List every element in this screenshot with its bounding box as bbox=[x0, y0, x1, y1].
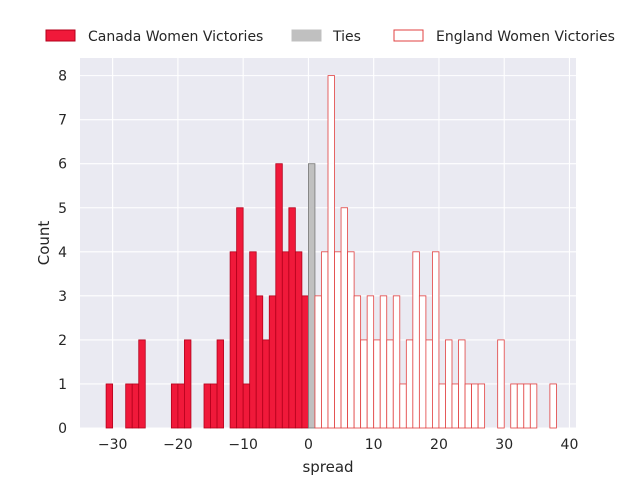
x-tick-label: −10 bbox=[228, 437, 258, 453]
england-bar bbox=[386, 339, 394, 429]
england-bar bbox=[353, 295, 362, 429]
x-tick-label: −30 bbox=[98, 437, 128, 453]
canada-bar bbox=[184, 339, 192, 429]
england-bar bbox=[445, 339, 453, 429]
y-tick-label: 7 bbox=[58, 113, 67, 129]
x-axis-label: spread bbox=[302, 458, 353, 476]
canada-bar bbox=[301, 295, 309, 429]
england-bar bbox=[549, 383, 557, 429]
canada-bar bbox=[105, 383, 114, 429]
england-bar bbox=[477, 383, 486, 429]
legend-swatch-ties bbox=[291, 29, 322, 42]
england-bar bbox=[529, 383, 538, 429]
canada-bar bbox=[262, 339, 270, 429]
canada-bar bbox=[170, 383, 179, 429]
canada-bar bbox=[268, 295, 277, 429]
y-tick-label: 4 bbox=[58, 245, 67, 261]
england-bar bbox=[458, 339, 466, 429]
england-bar bbox=[438, 383, 446, 429]
canada-bar bbox=[255, 295, 264, 429]
england-bar bbox=[497, 339, 505, 429]
x-tick-label: 40 bbox=[561, 437, 579, 453]
england-bar bbox=[327, 75, 335, 429]
england-bar bbox=[334, 251, 342, 429]
legend-label-ties: Ties bbox=[332, 29, 361, 45]
england-bar bbox=[471, 383, 479, 429]
england-bar bbox=[510, 383, 518, 429]
england-bar bbox=[418, 295, 427, 429]
england-bar bbox=[432, 251, 440, 429]
x-tick-label: 30 bbox=[495, 437, 513, 453]
x-tick-label: 10 bbox=[365, 437, 383, 453]
england-bar bbox=[360, 339, 368, 429]
england-bar bbox=[425, 339, 433, 429]
england-bar bbox=[366, 295, 375, 429]
england-bar bbox=[340, 207, 348, 429]
england-bar bbox=[451, 383, 459, 429]
england-bar bbox=[399, 383, 407, 429]
canada-bar bbox=[210, 383, 218, 429]
england-bar bbox=[523, 383, 531, 429]
legend: Canada Women Victories Ties England Wome… bbox=[45, 29, 615, 45]
england-bar bbox=[392, 295, 401, 429]
england-bar bbox=[347, 251, 355, 429]
canada-bar bbox=[125, 383, 133, 429]
legend-label-england: England Women Victories bbox=[436, 29, 615, 45]
canada-bar bbox=[294, 251, 303, 429]
y-tick-label: 6 bbox=[58, 157, 67, 173]
y-tick-label: 0 bbox=[58, 421, 67, 437]
canada-bar bbox=[249, 251, 257, 429]
histogram-bars bbox=[105, 75, 557, 429]
england-bar bbox=[516, 383, 525, 429]
england-bar bbox=[314, 295, 322, 429]
england-bar bbox=[464, 383, 472, 429]
y-axis-label: Count bbox=[35, 221, 53, 266]
y-tick-label: 2 bbox=[58, 333, 67, 349]
y-tick-label: 8 bbox=[58, 69, 67, 85]
x-tick-label: 0 bbox=[304, 437, 313, 453]
england-bar bbox=[379, 295, 388, 429]
england-bar bbox=[412, 251, 420, 429]
canada-bar bbox=[216, 339, 224, 429]
legend-label-canada: Canada Women Victories bbox=[88, 29, 263, 45]
y-tick-label: 5 bbox=[58, 201, 67, 217]
canada-bar bbox=[138, 339, 146, 429]
canada-bar bbox=[229, 251, 238, 429]
england-bar bbox=[373, 339, 381, 429]
canada-bar bbox=[203, 383, 211, 429]
y-tick-label: 3 bbox=[58, 289, 67, 305]
canada-bar bbox=[236, 207, 244, 429]
legend-swatch-canada bbox=[45, 29, 76, 42]
england-bar bbox=[405, 339, 414, 429]
tie-bar bbox=[308, 163, 316, 429]
x-tick-label: −20 bbox=[163, 437, 193, 453]
x-tick-label: 20 bbox=[430, 437, 448, 453]
england-bar bbox=[321, 251, 329, 429]
axis-ticks: −30 −20 −10 0 10 20 30 40 0 1 2 3 4 5 6 7 8 bbox=[58, 69, 578, 453]
legend-swatch-england bbox=[393, 29, 424, 42]
y-tick-label: 1 bbox=[58, 377, 67, 393]
canada-bar bbox=[288, 207, 296, 429]
canada-bar bbox=[275, 163, 283, 429]
canada-bar bbox=[177, 383, 185, 429]
canada-bar bbox=[131, 383, 140, 429]
canada-bar bbox=[281, 251, 290, 429]
canada-bar bbox=[242, 383, 251, 429]
